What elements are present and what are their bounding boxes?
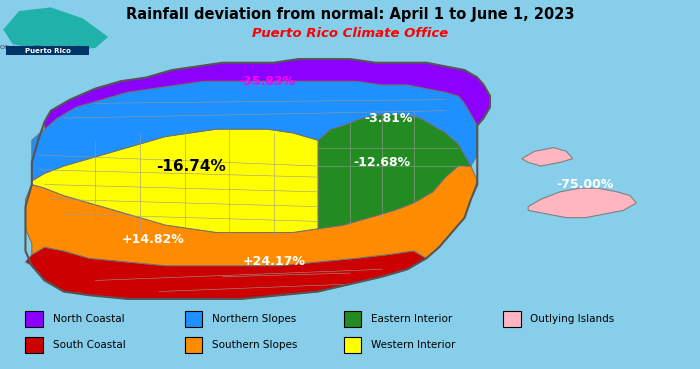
Text: -16.74%: -16.74% (156, 159, 226, 173)
Bar (344, 311, 361, 328)
Polygon shape (32, 81, 477, 181)
Text: Rainfall deviation from normal: April 1 to June 1, 2023: Rainfall deviation from normal: April 1 … (126, 7, 574, 22)
Polygon shape (528, 188, 636, 218)
Text: -35.83%: -35.83% (239, 75, 296, 88)
Text: North Coastal: North Coastal (52, 314, 125, 324)
Text: Puerto Rico Climate Office: Puerto Rico Climate Office (252, 27, 448, 40)
Text: +14.82%: +14.82% (121, 233, 184, 246)
Text: Oficina de Climatología de: Oficina de Climatología de (0, 45, 83, 50)
Text: -3.81%: -3.81% (364, 111, 412, 125)
Text: -75.00%: -75.00% (556, 178, 614, 191)
Bar (25, 311, 43, 328)
Text: South Coastal: South Coastal (52, 340, 125, 350)
Text: Outlying Islands: Outlying Islands (530, 314, 615, 324)
Polygon shape (32, 129, 318, 232)
Polygon shape (25, 166, 477, 266)
Text: +24.17%: +24.17% (242, 255, 305, 269)
Polygon shape (4, 7, 108, 52)
Bar (25, 337, 43, 354)
Bar (0, 4, 115, 55)
Polygon shape (522, 148, 573, 166)
Bar (185, 337, 202, 354)
Text: Western Interior: Western Interior (371, 340, 456, 350)
Bar (503, 311, 521, 328)
Bar (344, 337, 361, 354)
Text: Puerto Rico: Puerto Rico (25, 48, 71, 54)
Text: Southern Slopes: Southern Slopes (212, 340, 298, 350)
Text: Eastern Interior: Eastern Interior (371, 314, 452, 324)
Bar (185, 311, 202, 328)
Text: -12.68%: -12.68% (354, 156, 410, 169)
Polygon shape (25, 247, 426, 299)
Polygon shape (318, 114, 471, 229)
Bar (6, 46, 89, 55)
Polygon shape (45, 59, 490, 129)
Text: Northern Slopes: Northern Slopes (212, 314, 296, 324)
